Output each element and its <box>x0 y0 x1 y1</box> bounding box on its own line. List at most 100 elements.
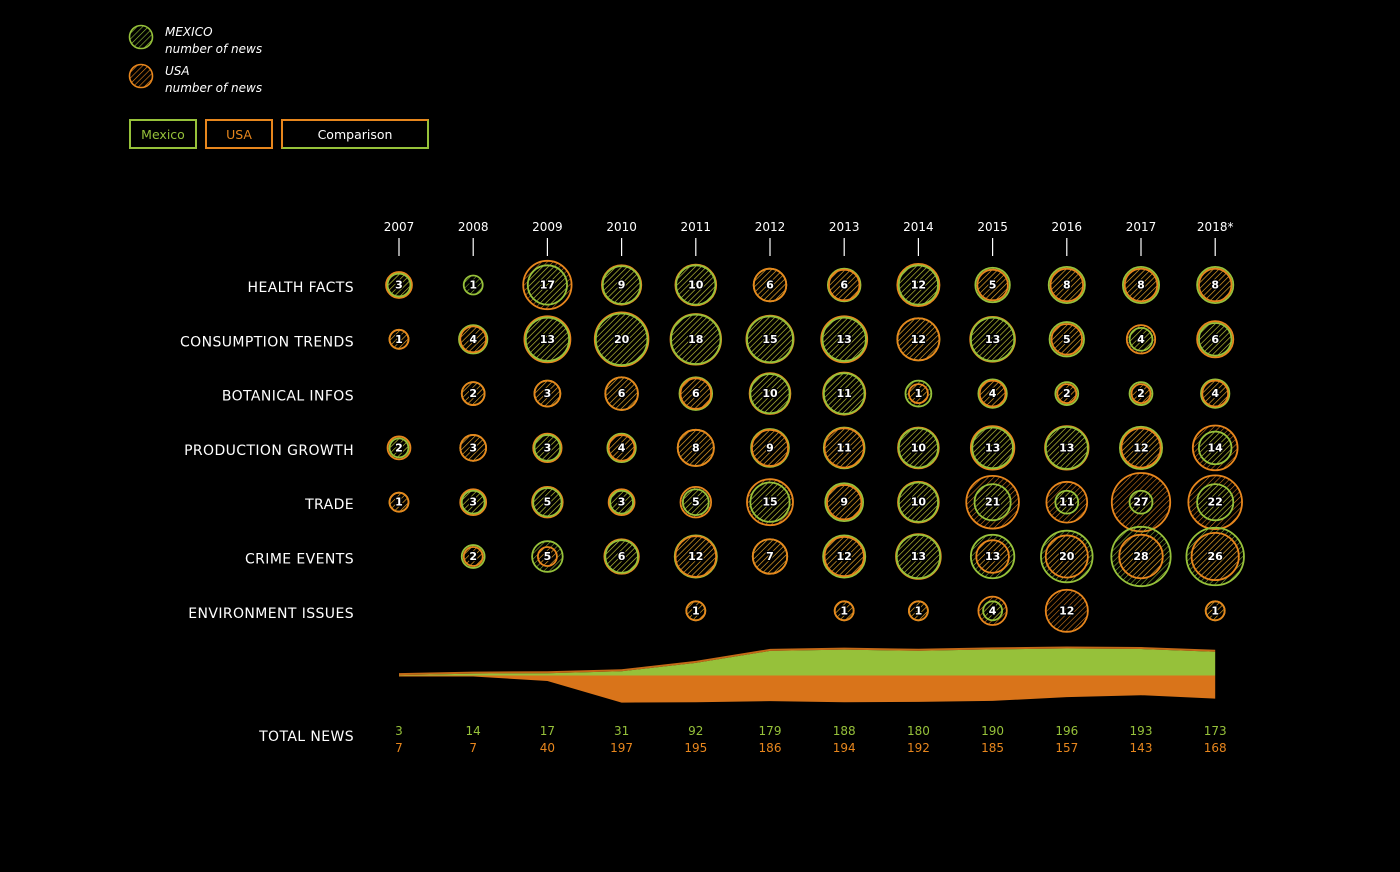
bubble-label: 10 <box>911 441 927 454</box>
year-label: 2015 <box>977 220 1008 234</box>
bubble-label: 5 <box>692 496 700 509</box>
category-label: PRODUCTION GROWTH <box>184 443 354 459</box>
bubble-label: 5 <box>1063 333 1071 346</box>
year-label: 2008 <box>458 220 489 234</box>
bubble-mexico <box>460 489 486 515</box>
bubble-label: 8 <box>1063 279 1071 292</box>
bubble-mexico <box>821 316 867 362</box>
category-labels: HEALTH FACTS CONSUMPTION TRENDS BOTANICAL … <box>180 280 354 622</box>
total-mexico: 14 <box>466 724 481 738</box>
total-mexico: 173 <box>1204 724 1227 738</box>
category-label: HEALTH FACTS <box>248 280 354 296</box>
bubble-label: 11 <box>837 441 852 454</box>
bubble-label: 18 <box>688 333 703 346</box>
bubble-usa <box>978 379 1007 408</box>
bubble-label: 3 <box>618 496 626 509</box>
legend-mexico: MEXICO number of news <box>128 24 328 58</box>
bubble-mexico <box>897 264 939 306</box>
bubble-label: 1 <box>915 387 923 400</box>
bubble-label: 6 <box>766 279 774 292</box>
bubble-usa <box>1118 533 1164 580</box>
total-usa: 157 <box>1055 741 1078 755</box>
bubble-label: 28 <box>1133 550 1148 563</box>
bubble-usa <box>833 600 855 622</box>
bubble-label: 2 <box>395 441 403 454</box>
bubble-label: 1 <box>469 279 477 292</box>
bubble-mexico <box>601 265 642 305</box>
bubble-mexico <box>897 481 939 523</box>
usa-view-button[interactable]: USA <box>205 119 273 149</box>
bubble-label: 6 <box>692 387 700 400</box>
bubble-label: 3 <box>469 441 477 454</box>
bubble-mexico <box>1196 483 1235 522</box>
bubble-usa <box>1197 267 1233 303</box>
year-label: 2007 <box>384 220 415 234</box>
bubble-usa <box>1204 600 1226 622</box>
total-usa: 7 <box>469 741 477 755</box>
bubble-mexico <box>1128 326 1154 352</box>
total-mexico: 179 <box>759 724 782 738</box>
bubble-usa <box>676 428 715 467</box>
bubble-label: 14 <box>1208 441 1224 454</box>
legend-mexico-text: MEXICO number of news <box>165 24 262 58</box>
bubble-usa <box>537 546 558 567</box>
bubble-mexico <box>609 489 634 515</box>
bubble-usa <box>1201 379 1230 408</box>
bubble-label: 3 <box>544 441 552 454</box>
year-label: 2013 <box>829 220 860 234</box>
bubble-label: 20 <box>614 333 630 346</box>
stream-mexico <box>399 648 1216 676</box>
bubble-label: 13 <box>837 333 852 346</box>
bubble-usa <box>462 546 484 567</box>
comparison-view-button[interactable]: Comparison <box>281 119 429 149</box>
bubble-usa <box>976 268 1009 302</box>
total-usa: 40 <box>540 741 555 755</box>
bubble-label: 10 <box>762 387 778 400</box>
total-mexico: 3 <box>395 724 403 738</box>
year-label: 2017 <box>1126 220 1157 234</box>
bubble-label: 15 <box>762 496 777 509</box>
bubble-mexico <box>749 481 791 523</box>
bubble-usa <box>1190 532 1240 582</box>
bubble-usa <box>751 428 789 467</box>
bubble-label: 3 <box>544 387 552 400</box>
bubble-label: 10 <box>688 279 704 292</box>
bubble-usa <box>827 268 861 302</box>
bubble-mexico <box>1197 322 1233 357</box>
bubble-label: 1 <box>915 604 923 617</box>
bubble-usa <box>823 427 865 469</box>
year-label: 2014 <box>903 220 934 234</box>
year-label: 2011 <box>681 220 712 234</box>
total-mexico: 188 <box>833 724 856 738</box>
bubble-label: 9 <box>840 496 848 509</box>
category-label: BOTANICAL INFOS <box>222 389 354 405</box>
mexico-view-button[interactable]: Mexico <box>129 119 197 149</box>
total-usa: 168 <box>1204 741 1227 755</box>
bubble-label: 17 <box>540 279 555 292</box>
bubble-label: 1 <box>692 604 700 617</box>
bubble-label: 5 <box>544 550 552 563</box>
legend-usa: USA number of news <box>128 63 328 97</box>
bubble-label: 1 <box>395 496 403 509</box>
bubble-label: 10 <box>911 496 927 509</box>
bubble-usa <box>1130 383 1152 405</box>
bubble-label: 3 <box>395 279 403 292</box>
totals-stream <box>399 646 1216 703</box>
bubble-mexico <box>897 427 939 469</box>
bubble-usa <box>752 267 788 303</box>
total-mexico: 17 <box>540 724 555 738</box>
bubble-mexico <box>746 315 794 364</box>
total-mexico: 196 <box>1055 724 1078 738</box>
bubble-label: 13 <box>985 550 1000 563</box>
bubble-label: 13 <box>985 333 1000 346</box>
stream-usa <box>399 675 1216 703</box>
bubble-mexico <box>462 274 484 296</box>
bubble-label: 13 <box>985 441 1000 454</box>
bubble-usa <box>388 328 410 350</box>
bubble-usa <box>908 383 929 405</box>
bubble-usa <box>1123 267 1159 303</box>
bubble-usa <box>1056 383 1078 405</box>
total-mexico: 190 <box>981 724 1004 738</box>
bubble-mexico <box>895 533 942 580</box>
legend-usa-country: USA <box>165 64 190 78</box>
